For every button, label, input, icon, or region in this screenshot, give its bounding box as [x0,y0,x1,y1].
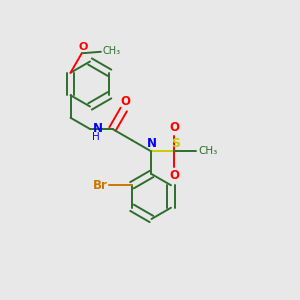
Text: N: N [92,122,102,136]
Text: Br: Br [93,179,108,192]
Text: CH₃: CH₃ [102,46,121,56]
Text: O: O [79,42,88,52]
Text: O: O [120,95,130,108]
Text: N: N [146,137,157,150]
Text: CH₃: CH₃ [198,146,217,156]
Text: H: H [92,132,100,142]
Text: O: O [169,121,179,134]
Text: S: S [171,137,180,150]
Text: O: O [169,169,179,182]
